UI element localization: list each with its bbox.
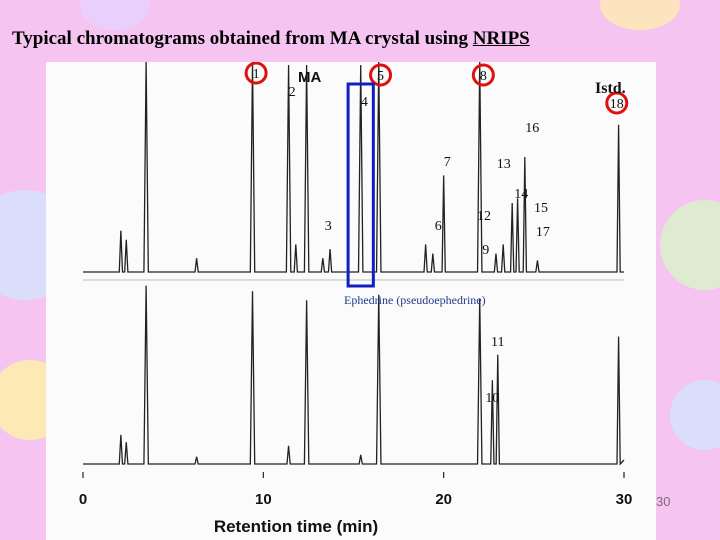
peak-label: 1 — [253, 67, 260, 82]
ephedrine-annotation: Ephedrine (pseudoephedrine) — [344, 293, 486, 307]
background-bubble — [660, 200, 720, 290]
chromatogram-trace — [83, 62, 624, 273]
peak-label: 17 — [536, 225, 550, 240]
background-bubble — [670, 380, 720, 450]
peak-circle — [369, 63, 393, 87]
x-axis: 0 10 20 30 — [79, 472, 633, 508]
peak-label: 7 — [444, 155, 451, 170]
peak-label: 16 — [525, 121, 539, 136]
x-tick-label: 0 — [79, 491, 87, 508]
peak-label: 6 — [435, 219, 442, 234]
x-tick-label: 10 — [255, 491, 272, 508]
x-axis-label: Retention time (min) — [214, 517, 378, 536]
peak-circle — [605, 91, 629, 115]
peak-label: 9 — [482, 243, 489, 258]
x-tick-label: 20 — [435, 491, 452, 508]
peak-circle — [244, 62, 268, 85]
chromatogram-figure: 0 10 20 30 1 2 3 4 5 6 7 8 9 12 13 14 15 16 17 18 10 11 Rete… — [46, 62, 656, 540]
peak-label: 3 — [325, 219, 332, 234]
peak-label: 4 — [361, 95, 368, 110]
slide-title-nrips: NRIPS — [472, 28, 530, 49]
peak-label: 18 — [610, 97, 624, 112]
peak-label: 5 — [377, 69, 384, 84]
peak-label: 10 — [485, 391, 499, 406]
peak-label: 14 — [514, 187, 528, 202]
peak-label: 11 — [491, 335, 504, 350]
ma-annotation: MA — [298, 69, 321, 86]
annotations — [346, 82, 375, 288]
peak-label: 13 — [497, 157, 511, 172]
chromatogram-trace — [83, 285, 625, 466]
chromatogram-traces — [83, 62, 625, 466]
x-tick-label: 30 — [616, 491, 633, 508]
slide-title-main: Typical chromatograms obtained from MA c… — [12, 28, 473, 49]
ephedrine-highlight-box — [346, 82, 375, 288]
background-bubble — [600, 0, 680, 30]
peak-label: 8 — [480, 69, 487, 84]
slide-title: Typical chromatograms obtained from MA c… — [12, 28, 530, 50]
peak-circle — [471, 63, 495, 87]
background-bubble — [80, 0, 150, 30]
peak-label: 12 — [477, 209, 491, 224]
peak-label: 2 — [289, 85, 296, 100]
page-number: 30 — [656, 494, 671, 509]
peak-label: 15 — [534, 201, 548, 216]
istd-annotation: Istd. — [595, 80, 626, 97]
